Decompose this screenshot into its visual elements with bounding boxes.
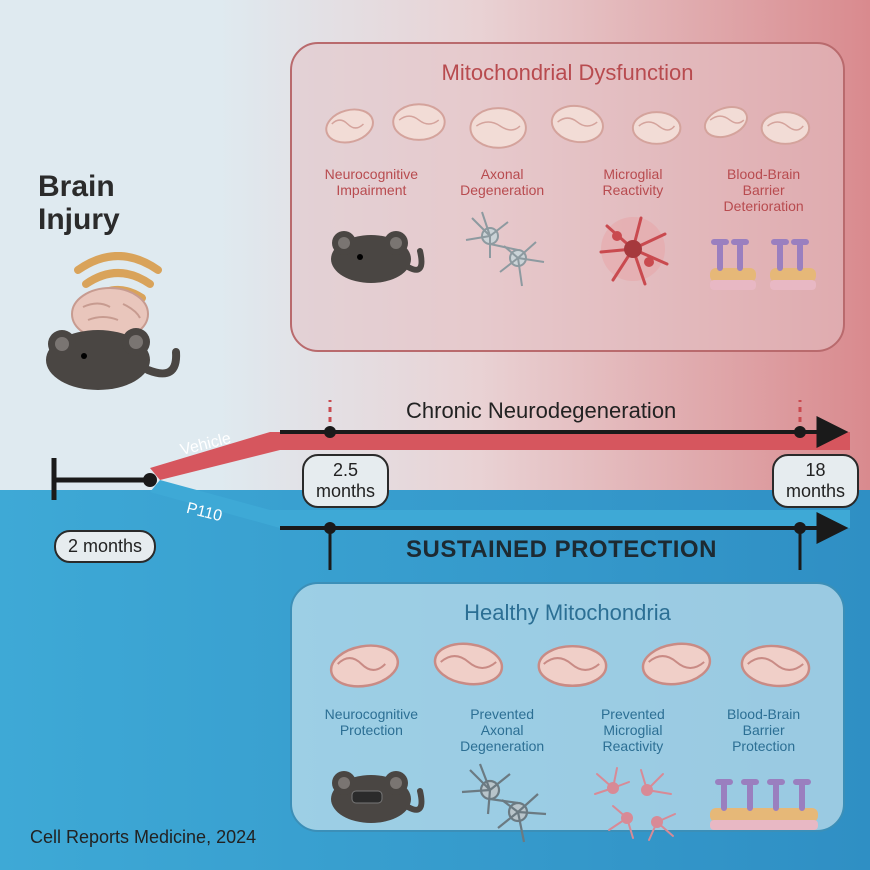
outcome-microglial-prevented: Prevented Microglial Reactivity [572,706,695,846]
bot-pathway-label: SUSTAINED PROTECTION [406,536,717,564]
outcome-axonal-degeneration: Axonal Degeneration [441,166,564,306]
outcome-microglial-reactivity: Microglial Reactivity [572,166,695,306]
outcome-axonal-protected: Prevented Axonal Degeneration [441,706,564,846]
sick-mitochondria-row [310,94,825,156]
bbb-intact-icon [702,760,825,846]
mouse-icon [310,206,433,292]
protection-panel: Healthy Mitochondria Neurocognitive Prot… [290,582,845,832]
mouse-injury-icon [28,252,188,402]
timeline: Vehicle P110 Chronic Neurodegeneration S… [30,400,850,570]
bbb-broken-icon [702,220,825,306]
outcome-bbb-protected: Blood-Brain Barrier Protection [702,706,825,846]
top-pathway-label: Chronic Neurodegeneration [406,398,676,424]
timepoint-2.5-months: 2.5 months [302,454,389,508]
timepoint-18-months: 18 months [772,454,859,508]
neuron-icon [441,206,564,292]
microglia-calm-icon [572,760,695,846]
outcome-neurocognitive-impairment: Neurocognitive Impairment [310,166,433,306]
bot-panel-title: Healthy Mitochondria [306,600,829,626]
outcome-neurocognitive-protection: Neurocognitive Protection [310,706,433,846]
top-panel-title: Mitochondrial Dysfunction [306,60,829,86]
outcome-bbb-deterioration: Blood-Brain Barrier Deterioration [702,166,825,306]
microglia-red-icon [572,206,695,292]
mouse-protected-icon [310,746,433,832]
neuron-healthy-icon [441,760,564,846]
source-citation: Cell Reports Medicine, 2024 [30,827,256,848]
timepoint-start: 2 months [54,530,156,563]
brain-injury-title: Brain Injury [38,170,120,236]
healthy-mitochondria-row [310,634,825,696]
dysfunction-panel: Mitochondrial Dysfunction [290,42,845,352]
